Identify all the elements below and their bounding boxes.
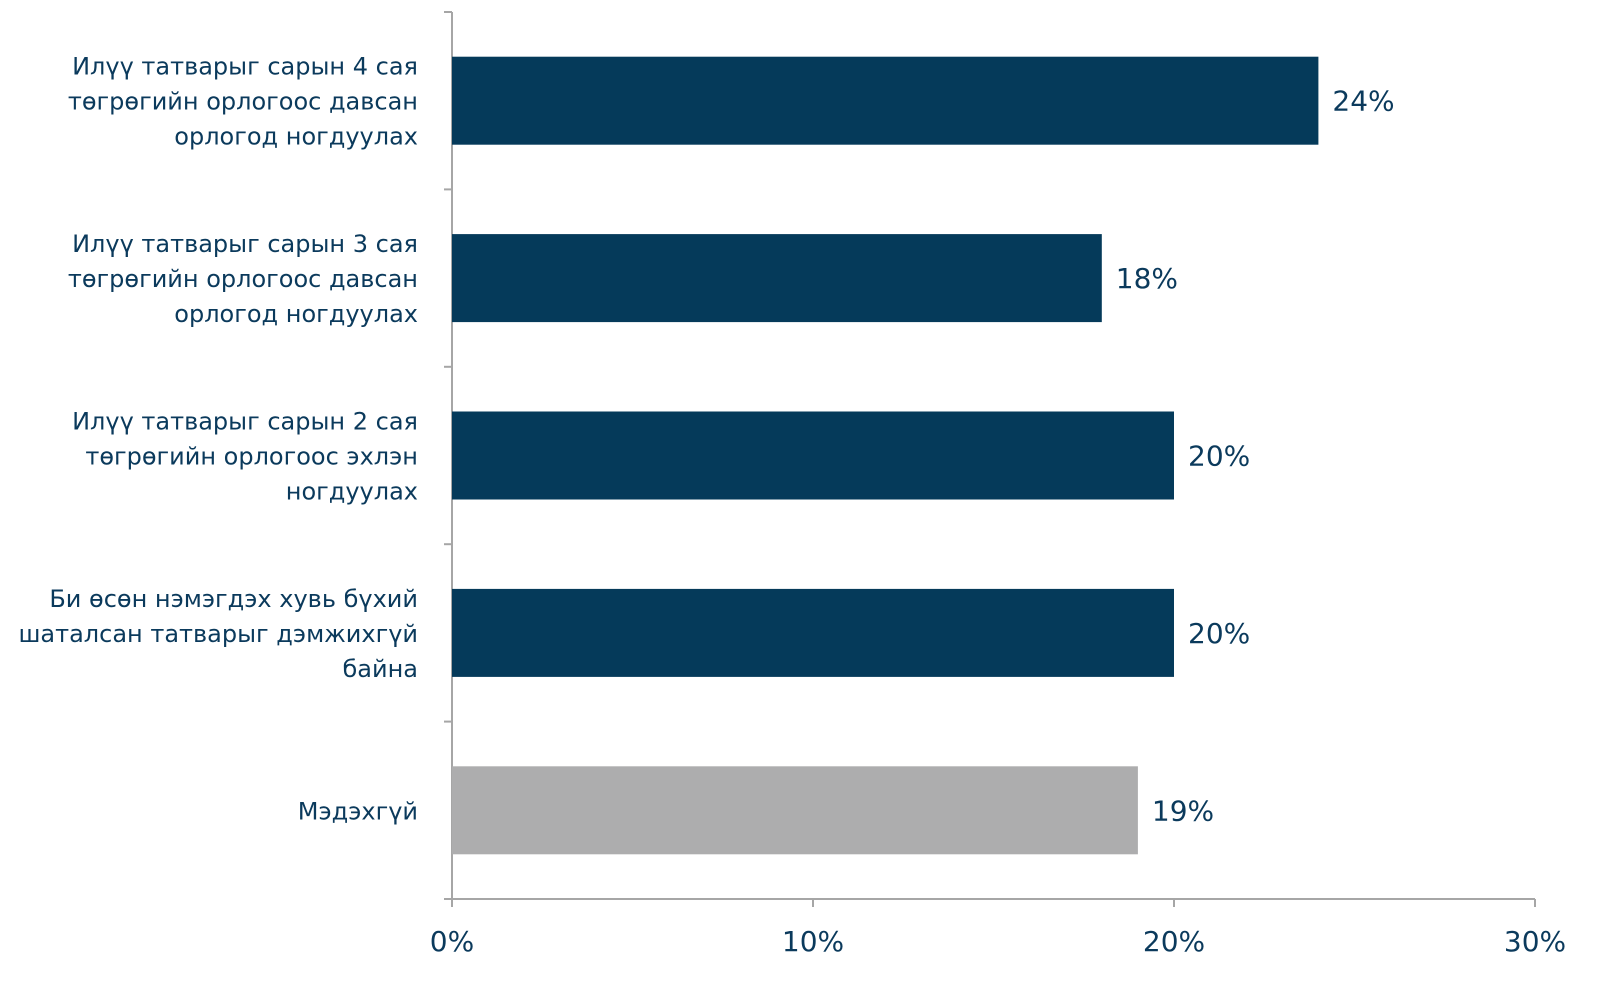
bar [452,412,1174,500]
category-label: Илүү татварыг сарын 4 сая төгрөгийн орлог… [68,53,418,151]
x-tick-label: 20% [1143,925,1205,958]
x-tick-label: 30% [1504,925,1566,958]
category-label-line: орлогод ногдуулах [174,300,418,328]
category-label: Мэдэхгүй [298,797,418,825]
category-label-line: Илүү татварыг сарын 4 сая [72,53,418,81]
bar [452,589,1174,677]
category-label-line: Илүү татварыг сарын 2 сая [72,408,418,436]
category-label-line: ногдуулах [286,478,418,506]
x-tick-label: 0% [430,925,474,958]
category-label-line: төгрөгийн орлогоос давсан [68,265,418,293]
bar-value-label: 20% [1188,617,1250,650]
category-label: Илүү татварыг сарын 2 сая төгрөгийн орлог… [72,408,418,506]
bar [452,57,1318,145]
bar [452,234,1102,322]
category-label: Илүү татварыг сарын 3 сая төгрөгийн орлог… [68,230,418,328]
category-label-line: орлогод ногдуулах [174,123,418,151]
category-label-line: шаталсан татварыг дэмжихгүй [18,620,418,648]
bar-value-label: 18% [1116,262,1178,295]
bar [452,766,1138,854]
category-label: Би өсөн нэмэгдэх хувь бүхий шаталсан татв… [18,585,418,683]
category-label-line: Илүү татварыг сарын 3 сая [72,230,418,258]
bar-value-label: 19% [1152,794,1214,827]
category-label-line: Мэдэхгүй [298,797,418,825]
category-label-line: төгрөгийн орлогоос эхлэн [85,443,418,471]
bar-value-label: 24% [1332,85,1394,118]
category-label-line: Би өсөн нэмэгдэх хувь бүхий [49,585,418,613]
category-label-line: байна [342,655,418,683]
x-tick-label: 10% [782,925,844,958]
bar-value-label: 20% [1188,440,1250,473]
category-label-line: төгрөгийн орлогоос давсан [68,88,418,116]
